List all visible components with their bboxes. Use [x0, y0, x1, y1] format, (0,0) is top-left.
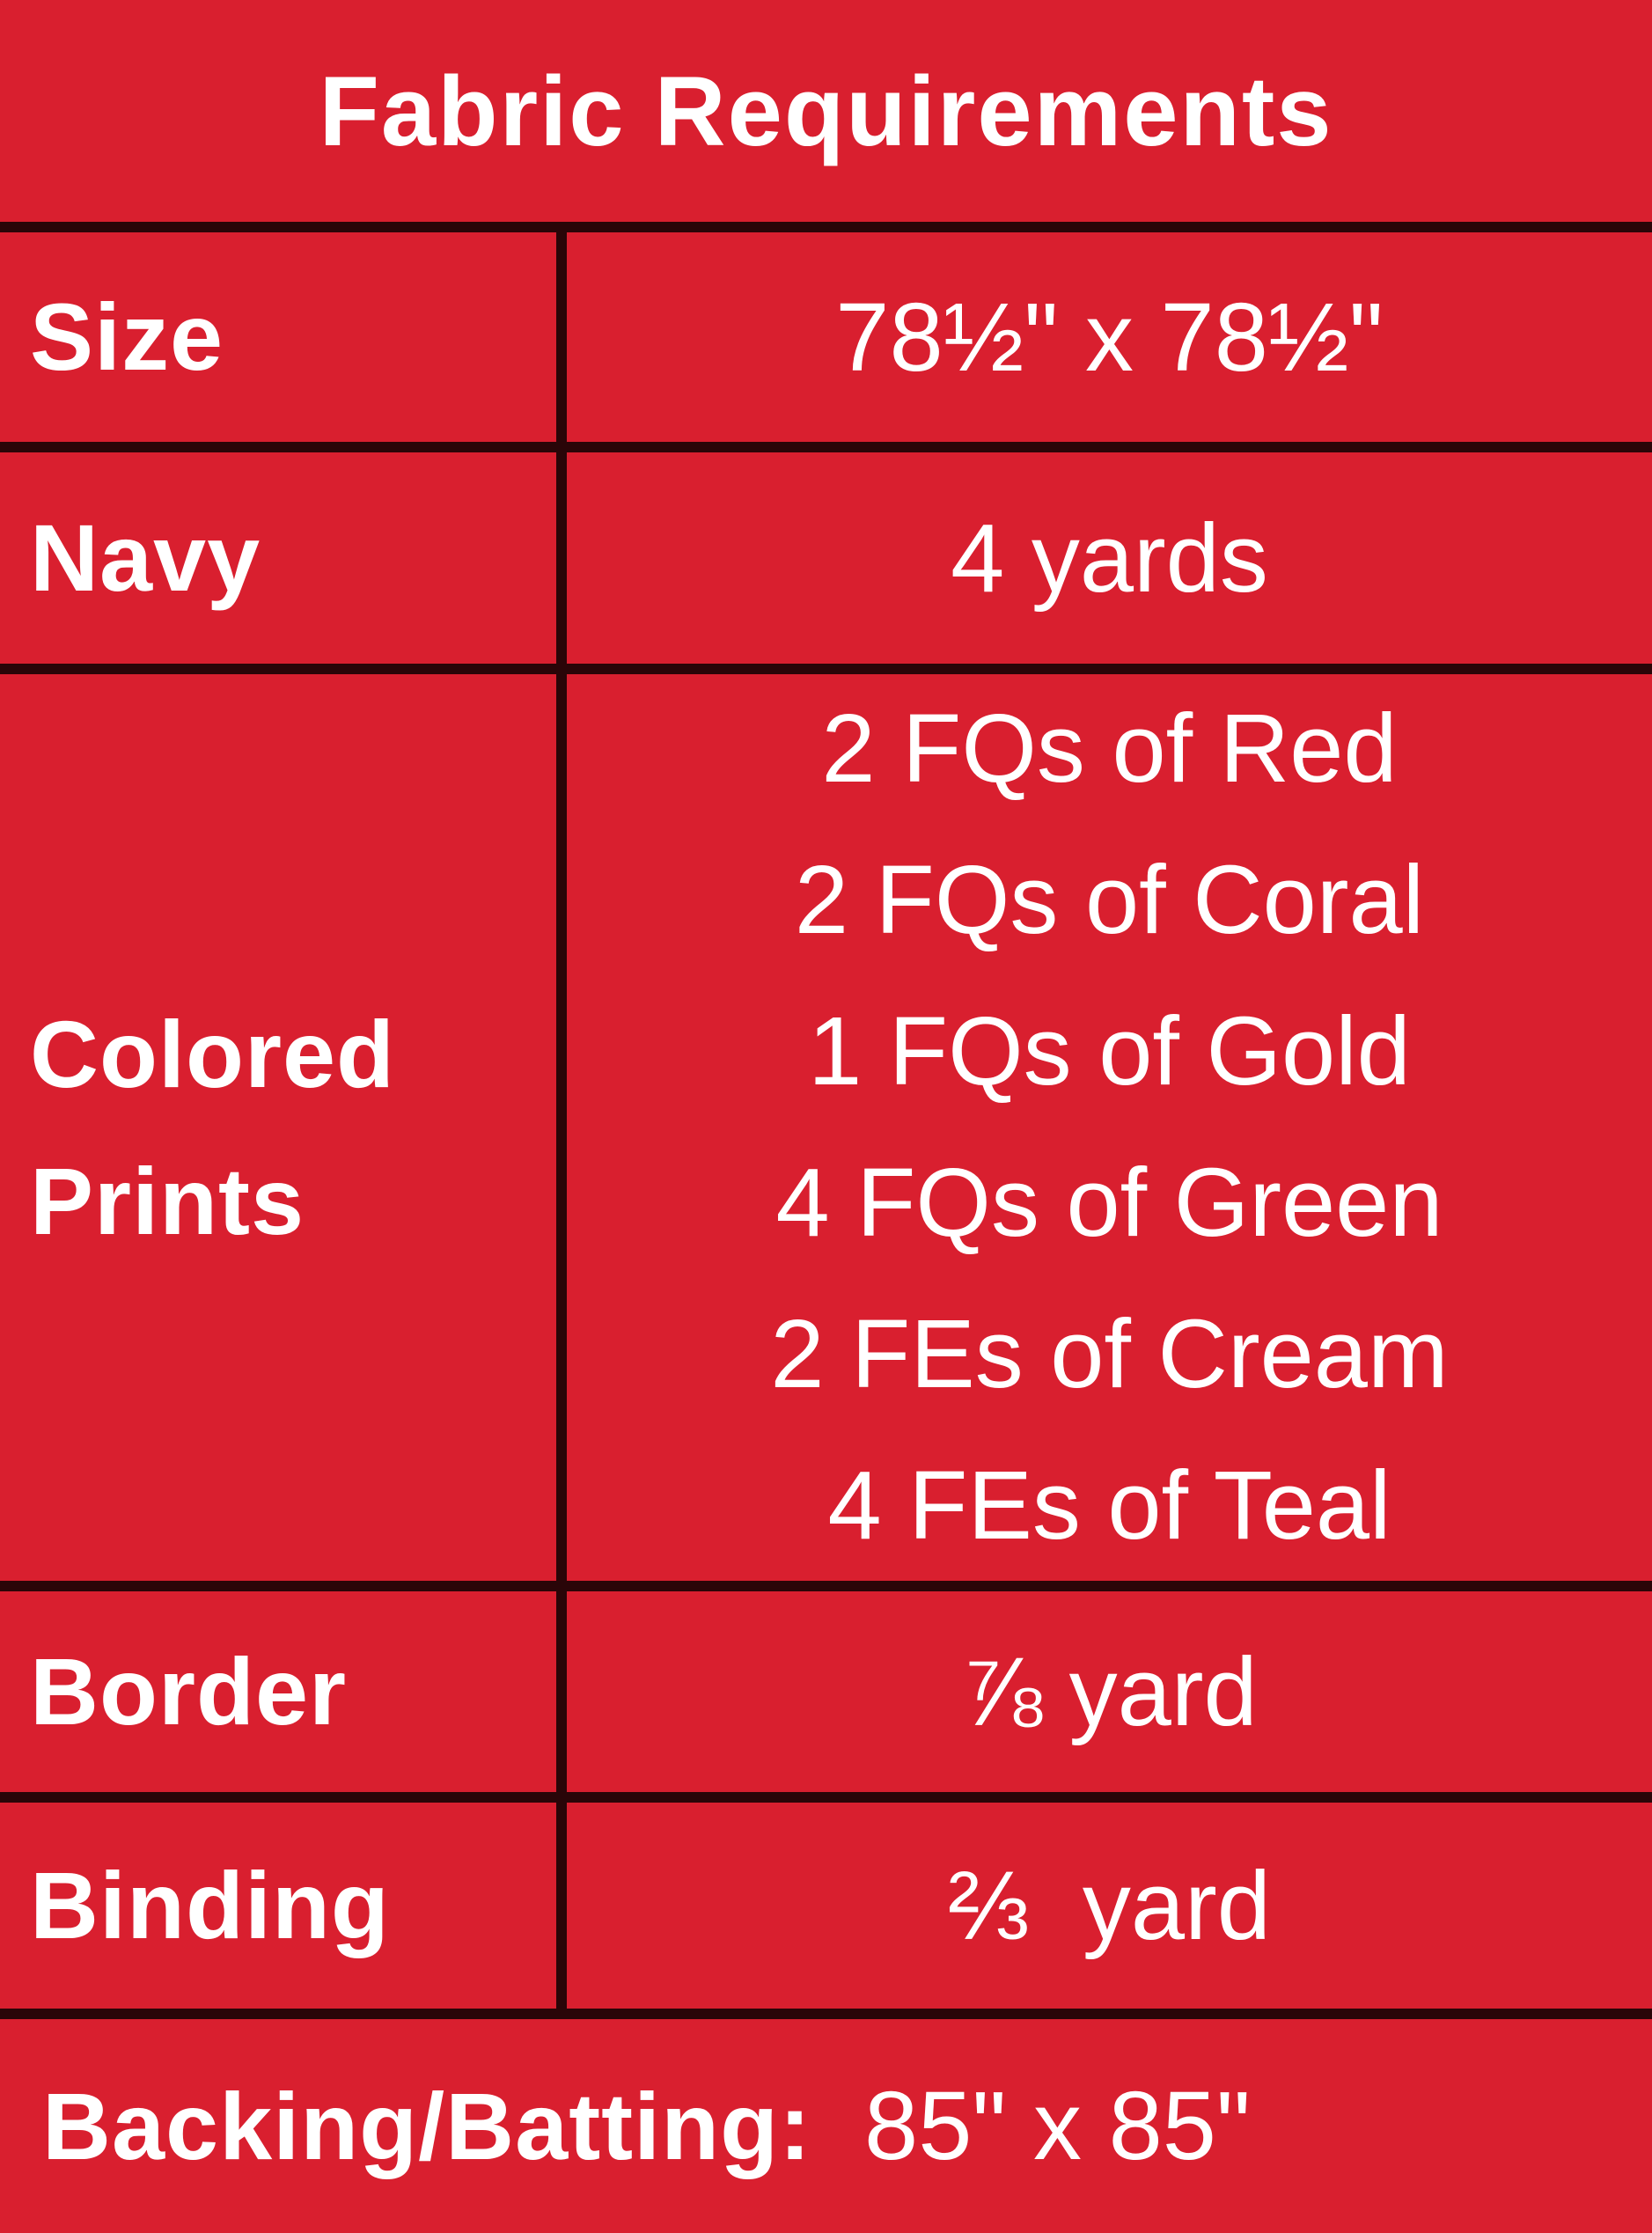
list-item: 2 FEs of Cream	[770, 1300, 1449, 1408]
label-text: Navy	[30, 504, 261, 612]
row-value-border: ⅞ yard	[567, 1591, 1652, 1792]
row-value-colored-prints: 2 FQs of Red 2 FQs of Coral 1 FQs of Gol…	[567, 674, 1652, 1581]
divider	[0, 1792, 1652, 1803]
label-text: Border	[30, 1638, 348, 1745]
table-title: Fabric Requirements	[0, 0, 1652, 222]
label-text: Binding	[30, 1852, 390, 1959]
list-item: 2 FQs of Coral	[794, 846, 1425, 954]
divider	[0, 664, 1652, 674]
label-text: Prints	[30, 1148, 305, 1254]
value-text: 78½" x 78½"	[835, 283, 1384, 392]
list-item: 1 FQs of Gold	[808, 997, 1411, 1105]
footer-label: Backing/Batting:	[42, 2072, 812, 2179]
column-divider	[556, 222, 567, 2019]
list-item: 4 FEs of Teal	[827, 1451, 1391, 1560]
row-value-binding: ⅔ yard	[567, 1803, 1652, 2009]
value-text: 4 yards	[951, 503, 1268, 613]
row-label-border: Border	[0, 1591, 556, 1792]
row-value-size: 78½" x 78½"	[567, 232, 1652, 442]
divider	[0, 442, 1652, 452]
list-item: 2 FQs of Red	[821, 694, 1398, 803]
row-label-binding: Binding	[0, 1803, 556, 2009]
value-text: ⅔ yard	[948, 1851, 1271, 1960]
list-item: 4 FQs of Green	[775, 1149, 1443, 1257]
row-label-navy: Navy	[0, 452, 556, 664]
row-label-size: Size	[0, 232, 556, 442]
label-text: Colored	[30, 1000, 396, 1107]
divider	[0, 2009, 1652, 2019]
divider	[0, 222, 1652, 232]
prints-list: 2 FQs of Red 2 FQs of Coral 1 FQs of Gol…	[770, 673, 1448, 1582]
divider	[0, 1581, 1652, 1591]
row-value-navy: 4 yards	[567, 452, 1652, 664]
footer-row: Backing/Batting: 85" x 85"	[0, 2019, 1652, 2233]
footer-value: 85" x 85"	[864, 2072, 1251, 2180]
value-text: ⅞ yard	[961, 1637, 1258, 1746]
title-text: Fabric Requirements	[319, 55, 1333, 166]
row-label-colored-prints: Colored Prints	[0, 674, 556, 1581]
label-text: Size	[30, 283, 224, 391]
